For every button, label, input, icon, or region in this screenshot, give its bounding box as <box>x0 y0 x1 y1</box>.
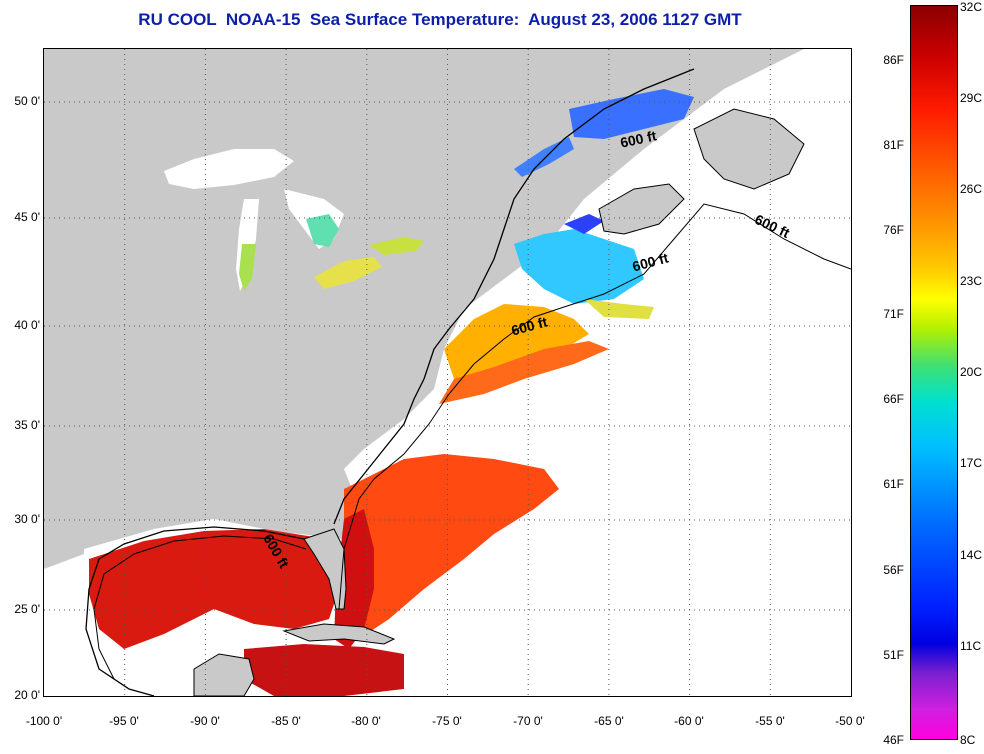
newfoundland-land <box>693 108 805 190</box>
lon-label: -90 0' <box>190 714 220 728</box>
colorbar-celsius-label: 32C <box>960 0 983 14</box>
gulf-of-st-lawrence-sst <box>569 89 694 139</box>
slope-water-sst <box>584 299 654 319</box>
lat-label: 45 0' <box>14 210 40 224</box>
temperature-colorbar <box>910 5 958 740</box>
gulf-coastline <box>85 526 305 696</box>
lon-label: -70 0' <box>513 714 543 728</box>
lon-label: -50 0' <box>835 714 865 728</box>
lat-label: 20 0' <box>14 688 40 702</box>
colorbar-fahrenheit-label: 76F <box>883 223 904 237</box>
colorbar-celsius-label: 23C <box>960 274 983 288</box>
lon-label: -55 0' <box>755 714 785 728</box>
colorbar-fahrenheit-label: 56F <box>883 563 904 577</box>
colorbar-celsius-label: 8C <box>960 733 976 747</box>
st-lawrence-estuary-sst <box>514 137 574 177</box>
lon-label: -95 0' <box>109 714 139 728</box>
isobath-600ft-gulf <box>93 535 307 680</box>
bay-of-fundy-sst <box>564 214 604 234</box>
east-coast-coastline <box>333 68 695 525</box>
colorbar-celsius-label: 11C <box>960 639 982 653</box>
colorbar-fahrenheit-label: 81F <box>883 138 904 152</box>
gulf-of-maine-sst <box>514 229 644 304</box>
nova-scotia-land <box>598 183 685 235</box>
lake-superior <box>164 149 294 189</box>
lat-label: 50 0' <box>14 94 40 108</box>
lat-label: 40 0' <box>14 318 40 332</box>
yucatan-land <box>193 653 255 696</box>
lat-label: 25 0' <box>14 602 40 616</box>
sst-map-canvas <box>44 49 851 696</box>
lon-label: -85 0' <box>271 714 301 728</box>
colorbar-celsius-label: 14C <box>960 548 983 562</box>
lake-huron-sst <box>306 214 339 247</box>
colorbar-fahrenheit-label: 86F <box>883 53 904 67</box>
colorbar-fahrenheit-label: 51F <box>883 648 904 662</box>
caribbean-sst <box>244 644 404 696</box>
colorbar-celsius-label: 20C <box>960 365 983 379</box>
florida-current-sst <box>334 509 374 649</box>
gulf-of-mexico-sst <box>89 529 339 649</box>
lon-label: -75 0' <box>432 714 462 728</box>
mid-atlantic-bight-sst <box>444 304 589 379</box>
lat-label: 30 0' <box>14 512 40 526</box>
map-title: RU COOL NOAA-15 Sea Surface Temperature:… <box>138 10 742 29</box>
lake-erie <box>314 257 382 289</box>
colorbar-celsius-label: 17C <box>960 456 983 470</box>
colorbar-fahrenheit-label: 61F <box>883 477 904 491</box>
isobath-600ft <box>338 203 851 610</box>
lake-michigan-sst <box>239 244 256 291</box>
lon-label: -60 0' <box>674 714 704 728</box>
lon-label: -80 0' <box>351 714 381 728</box>
florida-land <box>303 528 347 610</box>
lat-label: 35 0' <box>14 418 40 432</box>
colorbar-fahrenheit-label: 46F <box>883 733 904 747</box>
lake-ontario <box>369 237 424 255</box>
gulf-stream-south-sst <box>344 454 559 639</box>
colorbar-celsius-label: 29C <box>960 91 983 105</box>
sst-map <box>43 48 852 697</box>
colorbar-fahrenheit-label: 66F <box>883 392 904 406</box>
lon-label: -100 0' <box>25 714 63 728</box>
gulf-stream-north-sst <box>439 341 609 404</box>
lon-label: -65 0' <box>594 714 624 728</box>
colorbar-fahrenheit-label: 71F <box>883 307 904 321</box>
colorbar-celsius-label: 26C <box>960 182 983 196</box>
